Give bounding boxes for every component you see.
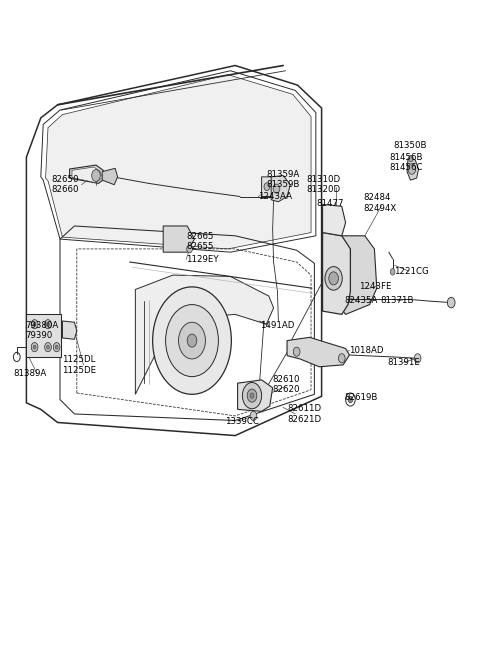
Circle shape — [250, 411, 257, 421]
Circle shape — [55, 345, 58, 349]
Text: 1129EY: 1129EY — [186, 255, 219, 264]
Text: 81371B: 81371B — [381, 296, 414, 305]
Text: 82435A: 82435A — [345, 296, 378, 305]
Circle shape — [264, 183, 270, 191]
Text: 82665
82655: 82665 82655 — [186, 232, 214, 252]
Circle shape — [166, 305, 218, 377]
Polygon shape — [72, 167, 102, 183]
Text: 1018AD: 1018AD — [349, 346, 384, 355]
Circle shape — [338, 354, 345, 363]
Text: 1243FE: 1243FE — [359, 282, 392, 291]
Text: 82484
82494X: 82484 82494X — [364, 193, 397, 213]
Polygon shape — [135, 275, 274, 394]
Text: 1221CG: 1221CG — [394, 267, 428, 276]
Polygon shape — [26, 314, 61, 357]
Text: 81456B
81456C: 81456B 81456C — [390, 153, 423, 172]
Circle shape — [408, 164, 416, 174]
Circle shape — [187, 245, 192, 253]
Polygon shape — [287, 337, 349, 367]
Polygon shape — [323, 233, 350, 314]
Polygon shape — [163, 226, 194, 252]
Text: 1339CC: 1339CC — [225, 417, 259, 426]
Polygon shape — [262, 177, 278, 196]
Circle shape — [45, 343, 51, 352]
Text: 81477: 81477 — [317, 198, 344, 208]
Circle shape — [33, 345, 36, 349]
Polygon shape — [271, 176, 290, 202]
Text: 1243AA: 1243AA — [258, 192, 292, 201]
Circle shape — [414, 354, 421, 363]
Circle shape — [31, 320, 38, 329]
Circle shape — [247, 389, 257, 402]
Circle shape — [293, 347, 300, 356]
Circle shape — [325, 267, 342, 290]
Circle shape — [31, 343, 38, 352]
Text: 81389A: 81389A — [13, 369, 47, 378]
Circle shape — [153, 287, 231, 394]
Text: 1491AD: 1491AD — [260, 321, 295, 330]
Circle shape — [45, 320, 51, 329]
Circle shape — [447, 297, 455, 308]
Polygon shape — [46, 75, 311, 249]
Circle shape — [47, 345, 49, 349]
Polygon shape — [70, 165, 106, 183]
Circle shape — [390, 269, 395, 275]
Circle shape — [33, 322, 36, 326]
Text: 82619B: 82619B — [345, 393, 378, 402]
Text: 81310D
81320D: 81310D 81320D — [306, 175, 340, 195]
Polygon shape — [323, 204, 346, 236]
Text: 82650
82660: 82650 82660 — [52, 175, 79, 195]
Polygon shape — [407, 159, 419, 180]
Text: 81359A
81359B: 81359A 81359B — [266, 170, 300, 189]
Text: 79380A
79390: 79380A 79390 — [25, 321, 58, 341]
Circle shape — [92, 170, 100, 181]
Circle shape — [329, 272, 338, 285]
Polygon shape — [62, 321, 77, 339]
Polygon shape — [102, 168, 118, 185]
Circle shape — [273, 184, 280, 193]
Text: 81391E: 81391E — [388, 358, 420, 367]
Polygon shape — [238, 380, 273, 411]
Circle shape — [53, 343, 60, 352]
Circle shape — [250, 393, 254, 398]
Circle shape — [408, 155, 413, 162]
Polygon shape — [341, 236, 377, 314]
Circle shape — [187, 334, 197, 347]
Text: 81350B: 81350B — [394, 141, 427, 150]
Text: 82611D
82621D: 82611D 82621D — [287, 404, 321, 424]
Text: 1125DL
1125DE: 1125DL 1125DE — [62, 355, 96, 375]
Text: 82610
82620: 82610 82620 — [273, 375, 300, 394]
Circle shape — [242, 383, 262, 409]
Circle shape — [47, 322, 49, 326]
Circle shape — [179, 322, 205, 359]
Circle shape — [348, 396, 353, 403]
